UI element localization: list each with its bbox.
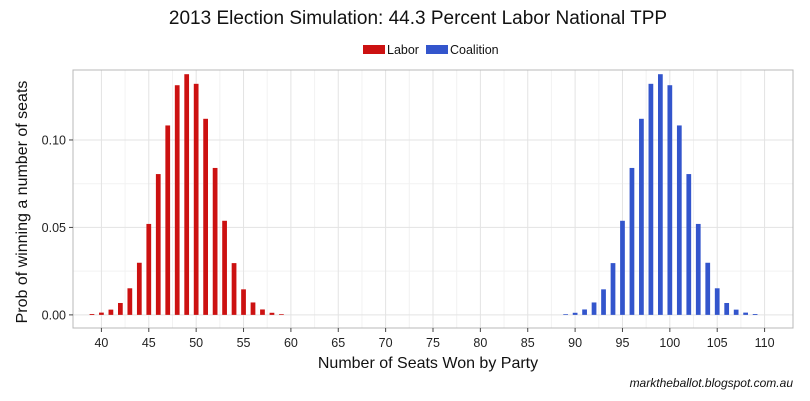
bar-coalition bbox=[601, 289, 606, 315]
legend-label-labor: Labor bbox=[387, 43, 419, 57]
bar-coalition bbox=[610, 263, 616, 315]
legend-swatch-coalition bbox=[426, 45, 448, 54]
plot-grid bbox=[73, 70, 793, 328]
bar-labor bbox=[231, 263, 237, 315]
y-axis: 0.00 0.05 0.10 bbox=[42, 133, 73, 322]
x-tick-label: 90 bbox=[568, 336, 582, 350]
x-tick-label: 110 bbox=[755, 336, 775, 350]
bar-coalition bbox=[648, 83, 654, 315]
bar-coalition bbox=[667, 85, 673, 315]
bar-coalition bbox=[639, 118, 644, 315]
bar-coalition bbox=[695, 223, 701, 315]
bar-labor bbox=[222, 220, 227, 315]
x-tick-label: 50 bbox=[189, 336, 203, 350]
x-tick-label: 100 bbox=[659, 336, 680, 350]
bar-labor bbox=[193, 83, 199, 315]
legend-label-coalition: Coalition bbox=[450, 43, 499, 57]
bar-coalition bbox=[705, 262, 711, 315]
bar-coalition bbox=[629, 167, 635, 315]
bar-coalition bbox=[733, 309, 739, 315]
x-tick-label: 80 bbox=[473, 336, 487, 350]
bar-labor bbox=[99, 312, 104, 315]
bar-labor bbox=[184, 74, 190, 315]
bar-labor bbox=[165, 125, 171, 315]
y-tick-label: 0.10 bbox=[42, 133, 66, 147]
legend: Labor Coalition bbox=[363, 43, 499, 57]
legend-swatch-labor bbox=[363, 45, 385, 54]
bar-coalition bbox=[591, 302, 597, 315]
bar-labor bbox=[155, 174, 161, 315]
x-tick-label: 75 bbox=[426, 336, 440, 350]
x-tick-label: 45 bbox=[142, 336, 156, 350]
x-tick-label: 85 bbox=[521, 336, 535, 350]
bar-coalition bbox=[563, 314, 568, 315]
x-axis-title: Number of Seats Won by Party bbox=[318, 355, 538, 372]
y-axis-title: Prob of winning a number of seats bbox=[14, 81, 31, 324]
x-tick-label: 55 bbox=[237, 336, 251, 350]
bar-labor bbox=[212, 167, 218, 315]
x-tick-label: 40 bbox=[94, 336, 108, 350]
bar-coalition bbox=[743, 312, 748, 315]
x-tick-label: 95 bbox=[616, 336, 630, 350]
bar-coalition bbox=[676, 125, 682, 315]
x-tick-label: 60 bbox=[284, 336, 298, 350]
bar-labor bbox=[203, 118, 208, 315]
x-tick-label: 70 bbox=[379, 336, 393, 350]
bar-labor bbox=[108, 309, 114, 315]
bar-coalition bbox=[658, 74, 663, 315]
bar-labor bbox=[250, 302, 256, 315]
bar-coalition bbox=[572, 312, 578, 315]
bar-labor bbox=[118, 302, 123, 315]
coalition-series bbox=[563, 74, 758, 315]
bar-coalition bbox=[752, 314, 758, 315]
x-tick-label: 105 bbox=[707, 336, 728, 350]
bar-labor bbox=[136, 262, 142, 315]
x-axis: 40 45 50 55 60 65 70 75 80 85 90 95 100 105 110 bbox=[94, 328, 775, 350]
bar-labor bbox=[89, 314, 95, 315]
bar-labor bbox=[260, 309, 265, 315]
bar-coalition bbox=[582, 309, 587, 315]
y-tick-label: 0.05 bbox=[42, 221, 66, 235]
bar-labor bbox=[127, 288, 133, 315]
bar-labor bbox=[174, 85, 180, 315]
bar-labor bbox=[269, 312, 275, 315]
bar-coalition bbox=[714, 288, 720, 315]
bar-coalition bbox=[724, 302, 730, 315]
bar-coalition bbox=[620, 220, 625, 315]
x-tick-label: 65 bbox=[331, 336, 345, 350]
labor-series bbox=[89, 74, 284, 315]
bar-labor bbox=[241, 289, 246, 315]
bar-coalition bbox=[686, 174, 692, 315]
y-tick-label: 0.00 bbox=[42, 308, 66, 322]
chart-title: 2013 Election Simulation: 44.3 Percent L… bbox=[169, 8, 667, 29]
bar-labor bbox=[146, 223, 152, 315]
source-credit: marktheballot.blogspot.com.au bbox=[630, 376, 794, 390]
bar-labor bbox=[279, 314, 284, 315]
